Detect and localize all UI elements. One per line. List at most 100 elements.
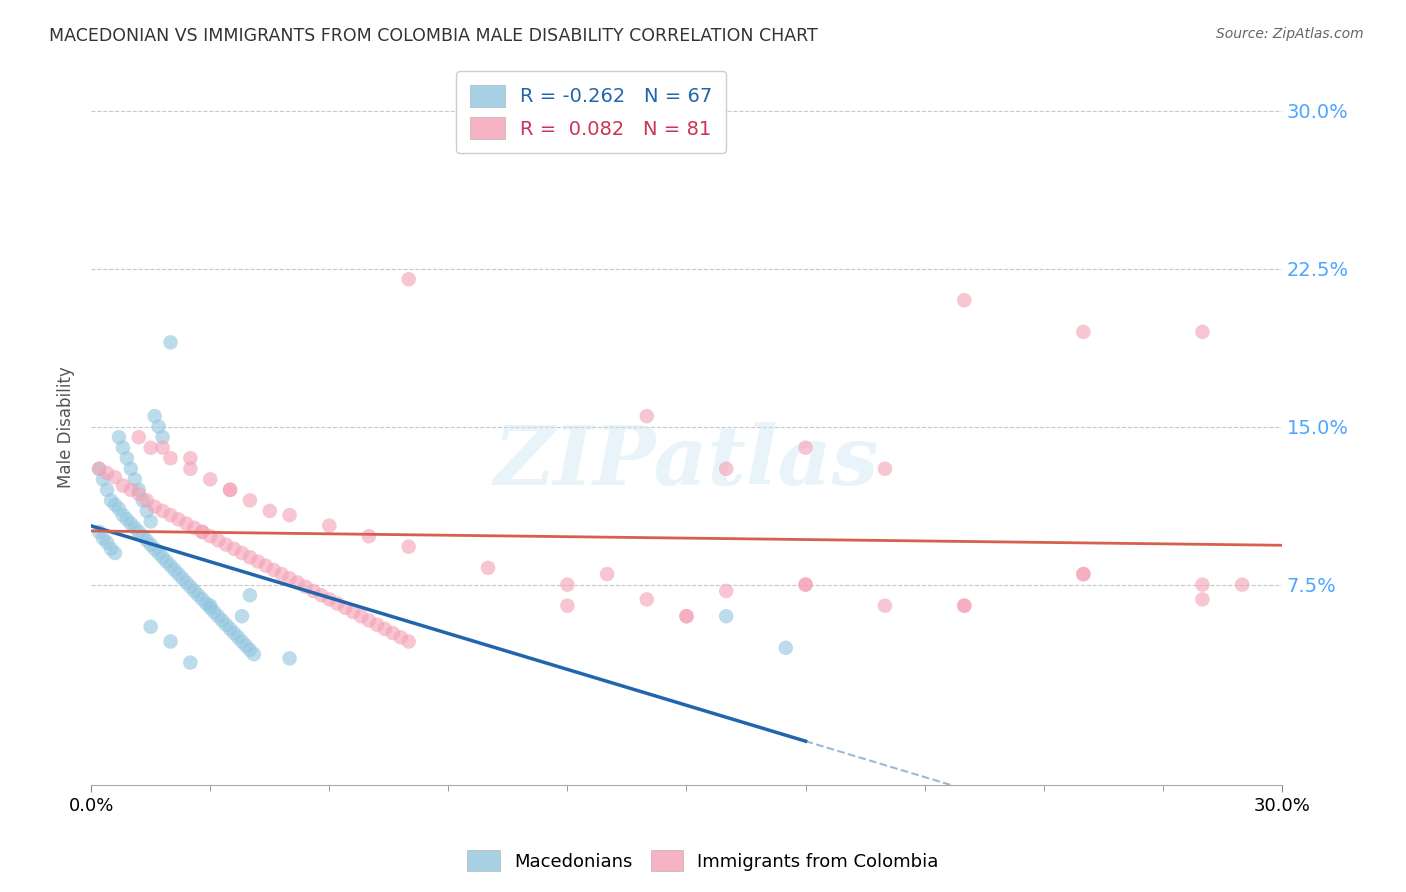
- Text: ZIPatlas: ZIPatlas: [494, 423, 879, 502]
- Point: [128, 483, 150, 497]
- Point: [231, 634, 253, 648]
- Point: [132, 529, 155, 543]
- Point: [152, 550, 174, 565]
- Point: [714, 583, 737, 598]
- Point: [191, 524, 214, 539]
- Point: [139, 620, 162, 634]
- Point: [239, 550, 262, 565]
- Point: [87, 462, 110, 476]
- Point: [135, 533, 157, 548]
- Point: [1230, 577, 1253, 591]
- Point: [139, 515, 162, 529]
- Point: [366, 617, 388, 632]
- Point: [87, 524, 110, 539]
- Point: [350, 609, 373, 624]
- Point: [179, 656, 201, 670]
- Point: [187, 588, 209, 602]
- Point: [96, 535, 118, 549]
- Point: [87, 462, 110, 476]
- Point: [207, 533, 229, 548]
- Point: [152, 441, 174, 455]
- Point: [115, 451, 138, 466]
- Point: [115, 512, 138, 526]
- Point: [104, 498, 127, 512]
- Point: [318, 592, 340, 607]
- Point: [270, 567, 292, 582]
- Point: [239, 588, 262, 602]
- Point: [108, 501, 131, 516]
- Point: [124, 521, 146, 535]
- Point: [176, 516, 198, 531]
- Point: [96, 466, 118, 480]
- Point: [176, 575, 198, 590]
- Point: [374, 622, 396, 636]
- Point: [714, 609, 737, 624]
- Point: [219, 483, 242, 497]
- Point: [398, 634, 420, 648]
- Point: [108, 430, 131, 444]
- Point: [128, 430, 150, 444]
- Point: [111, 508, 134, 522]
- Point: [243, 647, 266, 661]
- Point: [167, 567, 190, 582]
- Point: [195, 597, 218, 611]
- Point: [91, 472, 114, 486]
- Point: [143, 500, 166, 514]
- Point: [139, 538, 162, 552]
- Point: [596, 567, 619, 582]
- Point: [179, 580, 201, 594]
- Point: [135, 493, 157, 508]
- Point: [159, 508, 181, 522]
- Point: [254, 558, 277, 573]
- Point: [239, 643, 262, 657]
- Point: [246, 554, 269, 568]
- Point: [953, 293, 976, 308]
- Point: [191, 524, 214, 539]
- Point: [148, 546, 170, 560]
- Point: [239, 493, 262, 508]
- Point: [1073, 567, 1095, 582]
- Point: [91, 531, 114, 545]
- Point: [104, 546, 127, 560]
- Point: [287, 575, 309, 590]
- Point: [128, 524, 150, 539]
- Point: [179, 451, 201, 466]
- Point: [477, 561, 499, 575]
- Legend: R = -0.262   N = 67, R =  0.082   N = 81: R = -0.262 N = 67, R = 0.082 N = 81: [456, 71, 727, 153]
- Point: [148, 419, 170, 434]
- Point: [1191, 592, 1213, 607]
- Point: [128, 487, 150, 501]
- Point: [953, 599, 976, 613]
- Point: [1191, 325, 1213, 339]
- Point: [636, 592, 658, 607]
- Point: [139, 441, 162, 455]
- Point: [219, 483, 242, 497]
- Point: [155, 554, 177, 568]
- Legend: Macedonians, Immigrants from Colombia: Macedonians, Immigrants from Colombia: [460, 843, 946, 879]
- Point: [873, 599, 896, 613]
- Point: [311, 588, 333, 602]
- Point: [143, 541, 166, 556]
- Point: [215, 538, 238, 552]
- Point: [172, 571, 194, 585]
- Point: [124, 472, 146, 486]
- Point: [278, 508, 301, 522]
- Point: [159, 634, 181, 648]
- Point: [557, 599, 579, 613]
- Point: [183, 583, 205, 598]
- Point: [675, 609, 697, 624]
- Point: [211, 614, 233, 628]
- Point: [398, 272, 420, 286]
- Point: [152, 430, 174, 444]
- Point: [381, 626, 404, 640]
- Point: [226, 630, 249, 644]
- Point: [235, 639, 257, 653]
- Point: [1073, 325, 1095, 339]
- Point: [231, 546, 253, 560]
- Point: [120, 483, 142, 497]
- Point: [326, 597, 349, 611]
- Point: [200, 472, 222, 486]
- Point: [222, 626, 245, 640]
- Point: [1191, 577, 1213, 591]
- Point: [200, 600, 222, 615]
